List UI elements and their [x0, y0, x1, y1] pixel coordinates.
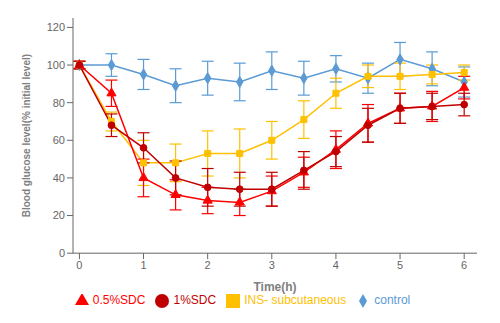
- svg-text:100: 100: [47, 59, 65, 71]
- svg-text:0: 0: [76, 259, 82, 271]
- svg-text:3: 3: [269, 259, 275, 271]
- html-text:INS- subcutaneous: INS- subcutaneous: [244, 293, 347, 308]
- svg-text:80: 80: [53, 97, 65, 109]
- svg-text:20: 20: [53, 209, 65, 221]
- html-text:1%SDC: 1%SDC: [173, 293, 217, 308]
- svg-text:40: 40: [53, 172, 65, 184]
- svg-text:2: 2: [205, 259, 211, 271]
- svg-text:120: 120: [47, 21, 65, 33]
- svg-text:60: 60: [53, 134, 65, 146]
- svg-text:Blood glucose level(% initial: Blood glucose level(% initial level): [21, 54, 32, 217]
- svg-text:0: 0: [59, 247, 65, 259]
- svg-text:5: 5: [397, 259, 403, 271]
- svg-text:6: 6: [461, 259, 467, 271]
- svg-text:Time(h): Time(h): [253, 280, 296, 294]
- html-text:0.5%SDC: 0.5%SDC: [92, 293, 146, 308]
- svg-text:4: 4: [333, 259, 339, 271]
- html-text:control: control: [374, 293, 411, 308]
- svg-text:1: 1: [140, 259, 146, 271]
